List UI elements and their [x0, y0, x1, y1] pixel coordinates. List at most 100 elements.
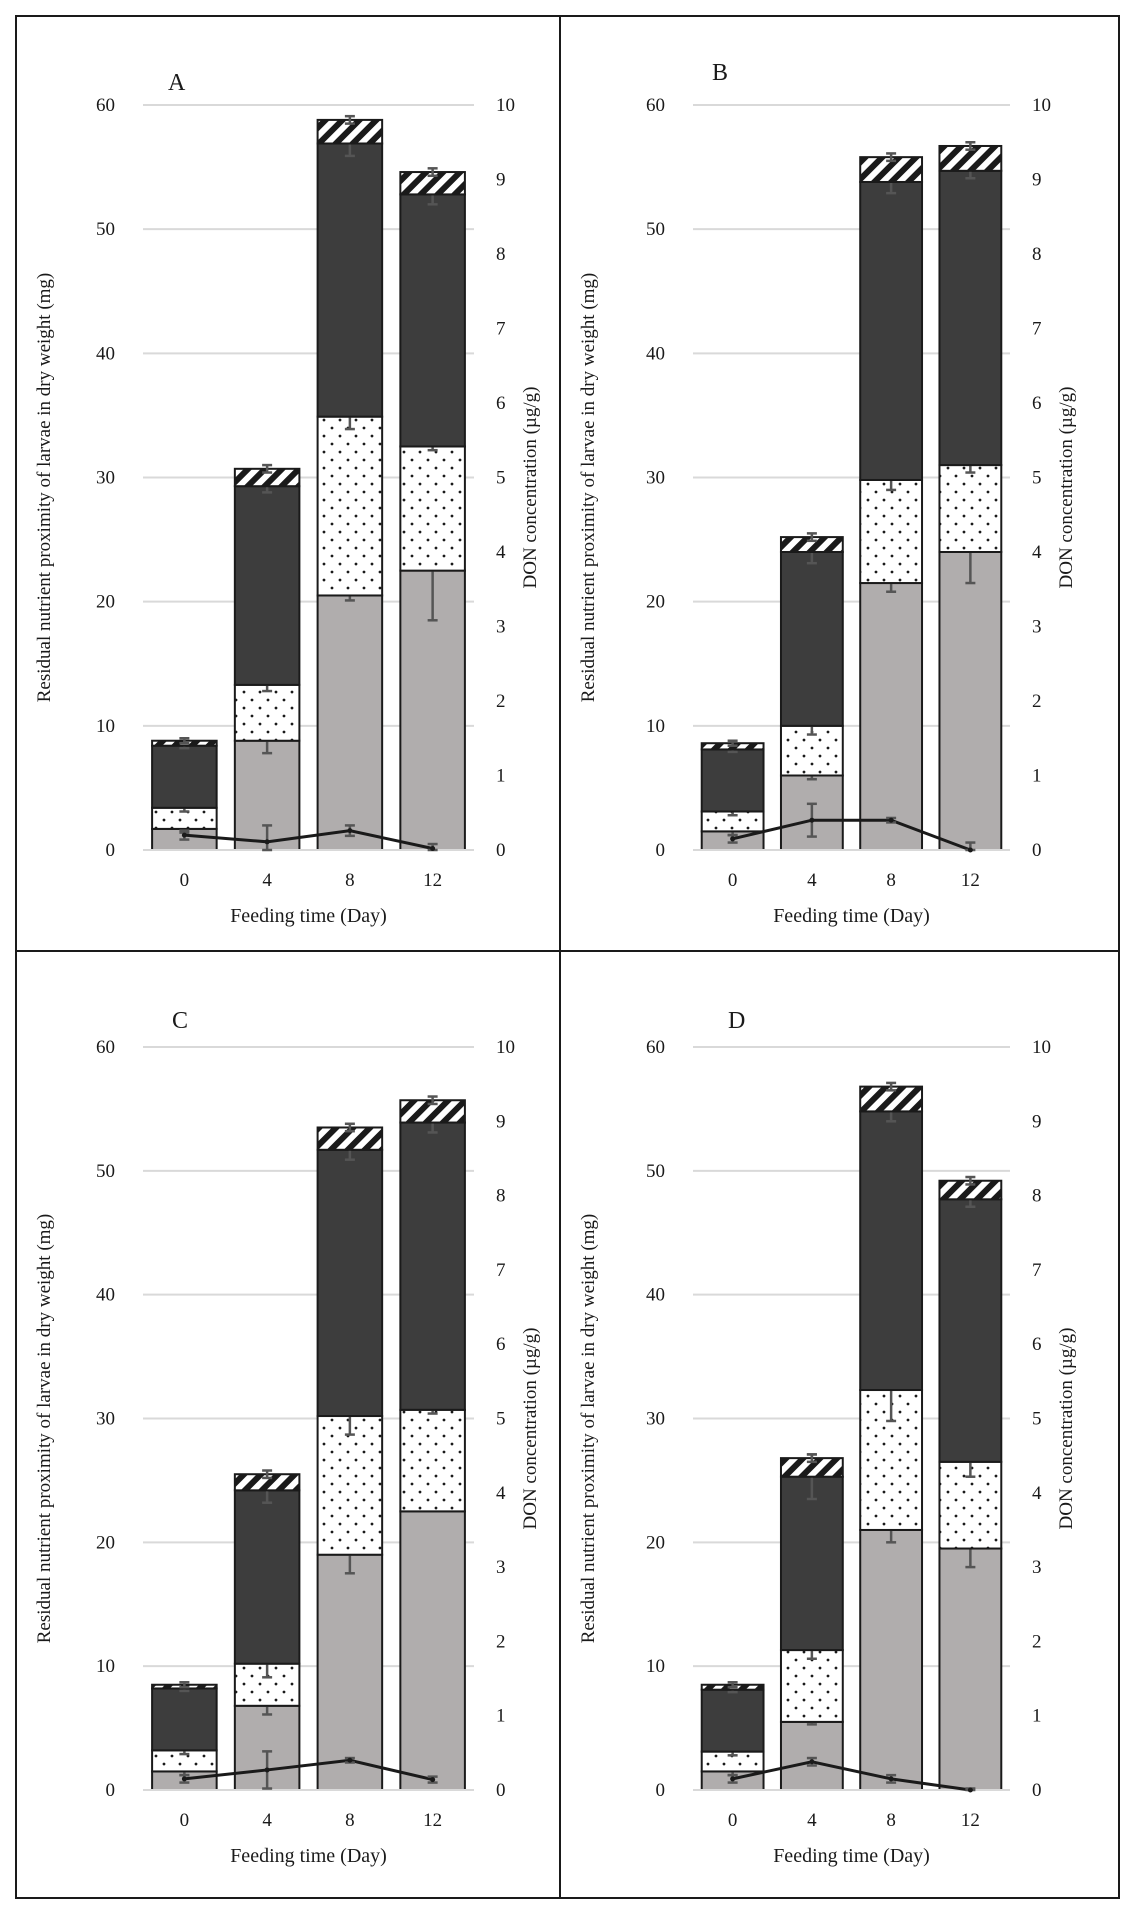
bar-segment-dark: [859, 1110, 924, 1392]
bar-segment-grey: [399, 1510, 466, 1791]
x-tick-label: 12: [423, 870, 442, 891]
y-tick-label: 40: [96, 1285, 115, 1306]
y2-tick-label: 10: [1032, 1037, 1051, 1058]
y2-axis-title: DON concentration (µg/g): [520, 1328, 541, 1530]
y2-tick-label: 3: [496, 1557, 506, 1578]
panel-border: [559, 950, 1120, 1899]
bar-segment-dotted: [316, 1415, 384, 1556]
bar-segment-dark: [233, 1489, 301, 1665]
y-tick-label: 60: [96, 1037, 115, 1058]
bar-segment-dark: [938, 169, 1003, 467]
y-tick-label: 40: [646, 343, 665, 364]
y-tick-label: 40: [646, 1285, 665, 1306]
y2-tick-label: 4: [496, 1483, 506, 1504]
y2-tick-label: 5: [496, 468, 506, 489]
y-tick-label: 60: [646, 1037, 665, 1058]
y-axis-title: Residual nutrient proximity of larvae in…: [578, 273, 599, 703]
panel-letter: D: [728, 1008, 745, 1034]
bar-segment-dark: [399, 1121, 466, 1411]
bar-segment-dotted: [399, 1408, 466, 1513]
x-axis-title: Feeding time (Day): [230, 1845, 387, 1867]
y2-tick-label: 8: [1032, 1186, 1042, 1207]
x-tick-label: 4: [262, 1810, 272, 1831]
y2-tick-label: 9: [496, 1111, 506, 1132]
don-point: [264, 1767, 270, 1773]
y2-tick-label: 0: [496, 840, 506, 861]
y2-tick-label: 7: [1032, 319, 1042, 340]
x-tick-label: 8: [886, 870, 896, 891]
bar-segment-dark: [316, 142, 384, 418]
bar-segment-dotted: [859, 478, 924, 585]
y-axis-title: Residual nutrient proximity of larvae in…: [34, 1214, 55, 1644]
x-axis-title: Feeding time (Day): [773, 1845, 930, 1867]
y2-tick-label: 5: [1032, 1409, 1042, 1430]
y2-tick-label: 2: [496, 1631, 506, 1652]
x-tick-label: 12: [961, 1810, 980, 1831]
y2-axis-title: DON concentration (µg/g): [1056, 387, 1077, 589]
y2-tick-label: 1: [496, 766, 506, 787]
panel-letter: C: [172, 1008, 188, 1034]
y-tick-label: 0: [106, 1780, 116, 1801]
y2-tick-label: 1: [1032, 1706, 1042, 1727]
don-point: [809, 1759, 815, 1765]
don-point: [730, 836, 736, 842]
bar-segment-dark: [151, 1687, 218, 1752]
bar-segment-dark: [779, 551, 844, 727]
bar-segment-grey: [316, 1553, 384, 1792]
y2-tick-label: 7: [496, 319, 506, 340]
bar-segment-dark: [700, 1688, 765, 1753]
y2-tick-label: 10: [496, 1037, 515, 1058]
y2-axis-title: DON concentration (µg/g): [1056, 1328, 1077, 1530]
y-tick-label: 10: [646, 716, 665, 737]
don-point: [430, 1777, 436, 1783]
don-point: [967, 847, 973, 853]
y2-tick-label: 8: [496, 244, 506, 265]
y2-tick-label: 2: [1032, 691, 1042, 712]
bar-segment-dotted: [779, 1649, 844, 1723]
bar-segment-dotted: [399, 445, 466, 572]
bar-segment-dark: [151, 744, 218, 809]
y2-tick-label: 3: [1032, 1557, 1042, 1578]
y2-tick-label: 3: [496, 617, 506, 638]
x-tick-label: 0: [180, 870, 190, 891]
y-tick-label: 0: [106, 840, 116, 861]
don-point: [967, 1787, 973, 1793]
bar-segment-dark: [859, 180, 924, 481]
y2-tick-label: 4: [496, 542, 506, 563]
don-point: [181, 1776, 187, 1782]
don-line: [184, 829, 433, 850]
x-axis-title: Feeding time (Day): [230, 905, 387, 927]
don-point: [181, 832, 187, 838]
bar-segment-dotted: [938, 464, 1003, 554]
y2-tick-label: 6: [496, 1334, 506, 1355]
panel-letter: B: [712, 60, 728, 86]
y-tick-label: 30: [96, 468, 115, 489]
don-line: [184, 1758, 433, 1782]
y2-tick-label: 0: [1032, 840, 1042, 861]
y-tick-label: 10: [96, 1656, 115, 1677]
don-point: [347, 828, 353, 834]
y2-tick-label: 7: [496, 1260, 506, 1281]
don-point: [888, 817, 894, 823]
y2-tick-label: 1: [496, 1706, 506, 1727]
y2-tick-label: 6: [1032, 393, 1042, 414]
panel-letter: A: [168, 70, 186, 96]
don-point: [809, 817, 815, 823]
don-point: [264, 839, 270, 845]
y-tick-label: 50: [646, 1161, 665, 1182]
y2-tick-label: 0: [1032, 1780, 1042, 1801]
y-tick-label: 40: [96, 343, 115, 364]
y2-tick-label: 1: [1032, 766, 1042, 787]
bar-segment-dotted: [233, 683, 301, 742]
bar-segment-dark: [399, 193, 466, 448]
y-tick-label: 30: [646, 1409, 665, 1430]
y2-tick-label: 2: [1032, 1631, 1042, 1652]
y-tick-label: 50: [96, 219, 115, 240]
y-tick-label: 30: [646, 468, 665, 489]
y-tick-label: 0: [656, 1780, 666, 1801]
bar-segment-hatched: [859, 1085, 924, 1113]
y2-axis-title: DON concentration (µg/g): [520, 387, 541, 589]
